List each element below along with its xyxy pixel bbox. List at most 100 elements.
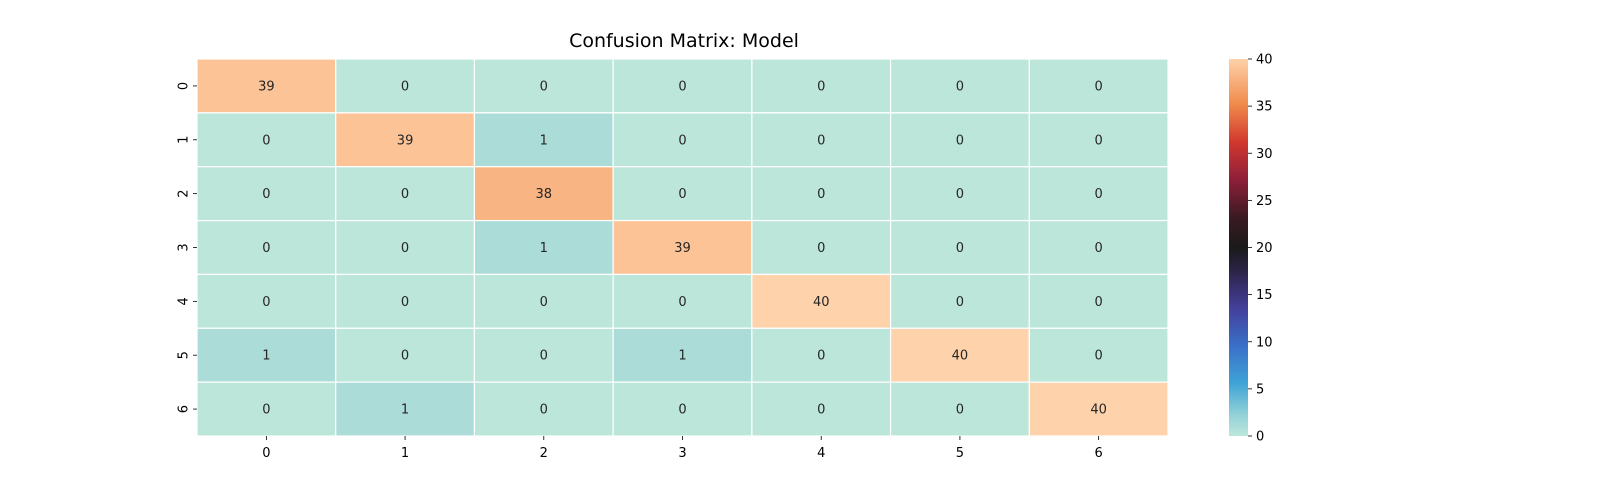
- cell-1-4: [751, 112, 892, 168]
- cell-label-0-2: 0: [540, 79, 548, 94]
- cell-label-3-3: 39: [674, 241, 691, 256]
- cell-label-2-6: 0: [1095, 187, 1103, 202]
- cell-4-5: [889, 273, 1030, 329]
- heatmap-cells: 39 0 0 0 0 0 0 0 39 1 0 0 0 0 0 0 38 0 0 0 0 0 0 1 39 0 0 0 0 0 0 0 40 0 0…: [196, 58, 1169, 437]
- cell-label-2-5: 0: [956, 187, 964, 202]
- cell-label-0-0: 39: [258, 79, 275, 94]
- colorbar-tick-label-40: 40: [1256, 53, 1273, 68]
- cell-1-3: [612, 112, 753, 168]
- cell-label-1-2: 1: [540, 133, 548, 148]
- cell-label-0-3: 0: [678, 79, 686, 94]
- cell-label-6-3: 0: [678, 403, 686, 418]
- cell-3-0: [196, 219, 337, 276]
- cell-label-4-0: 0: [262, 295, 270, 310]
- cell-label-2-2: 38: [536, 187, 553, 202]
- cell-6-1: [335, 381, 476, 437]
- cell-label-0-6: 0: [1095, 79, 1103, 94]
- cell-label-4-3: 0: [678, 295, 686, 310]
- colorbar: 0 5 10 15 20 25 30 35 40: [1229, 53, 1273, 445]
- cell-6-6: [1028, 381, 1169, 437]
- cell-3-6: [1028, 219, 1169, 276]
- colorbar-tick-label-0: 0: [1256, 430, 1264, 445]
- cell-label-3-4: 0: [817, 241, 825, 256]
- y-tick-label-5: 5: [177, 351, 192, 359]
- cell-label-1-1: 39: [397, 133, 414, 148]
- cell-label-6-0: 0: [262, 403, 270, 418]
- cell-label-5-0: 1: [262, 349, 270, 364]
- x-tick-label-3: 3: [678, 446, 686, 461]
- cell-label-6-4: 0: [817, 403, 825, 418]
- cell-4-2: [473, 273, 614, 329]
- colorbar-gradient: [1229, 59, 1248, 436]
- cell-1-1: [335, 112, 476, 168]
- cell-label-6-2: 0: [540, 403, 548, 418]
- x-tick-labels: 0 1 2 3 4 5 6: [262, 436, 1103, 461]
- x-tick-label-1: 1: [401, 446, 409, 461]
- cell-label-2-0: 0: [262, 187, 270, 202]
- cell-label-1-6: 0: [1095, 133, 1103, 148]
- cell-label-5-1: 0: [401, 349, 409, 364]
- cell-6-3: [612, 381, 753, 437]
- colorbar-tick-label-25: 25: [1256, 194, 1273, 209]
- cell-5-2: [473, 327, 614, 383]
- cell-2-4: [751, 166, 892, 222]
- cell-label-2-4: 0: [817, 187, 825, 202]
- cell-1-6: [1028, 112, 1169, 168]
- cell-2-3: [612, 166, 753, 222]
- cell-0-5: [889, 58, 1030, 114]
- cell-2-6: [1028, 166, 1169, 222]
- x-tick-label-2: 2: [540, 446, 548, 461]
- cell-label-4-1: 0: [401, 295, 409, 310]
- cell-5-1: [335, 327, 476, 383]
- cell-label-5-6: 0: [1095, 349, 1103, 364]
- cell-1-0: [196, 112, 337, 168]
- cell-5-3: [612, 327, 753, 383]
- colorbar-tick-label-20: 20: [1256, 241, 1273, 256]
- cell-6-5: [889, 381, 1030, 437]
- cell-label-6-5: 0: [956, 403, 964, 418]
- cell-label-1-0: 0: [262, 133, 270, 148]
- cell-label-3-0: 0: [262, 241, 270, 256]
- colorbar-tick-label-35: 35: [1256, 100, 1273, 115]
- cell-label-0-4: 0: [817, 79, 825, 94]
- y-tick-label-4: 4: [177, 297, 192, 305]
- y-tick-labels: 0 1 2 3 4 5 6: [177, 82, 197, 413]
- y-tick-label-1: 1: [177, 136, 192, 144]
- cell-label-1-5: 0: [956, 133, 964, 148]
- cell-label-4-6: 0: [1095, 295, 1103, 310]
- cell-4-3: [612, 273, 753, 329]
- y-tick-label-0: 0: [177, 82, 192, 90]
- x-tick-label-6: 6: [1095, 446, 1103, 461]
- colorbar-tick-label-5: 5: [1256, 382, 1264, 397]
- x-tick-label-4: 4: [817, 446, 825, 461]
- x-tick-label-5: 5: [956, 446, 964, 461]
- cell-label-6-6: 40: [1090, 403, 1107, 418]
- cell-5-6: [1028, 327, 1169, 383]
- x-tick-label-0: 0: [262, 446, 270, 461]
- colorbar-tick-label-15: 15: [1256, 288, 1273, 303]
- cell-label-2-3: 0: [678, 187, 686, 202]
- cell-label-1-3: 0: [678, 133, 686, 148]
- cell-label-3-1: 0: [401, 241, 409, 256]
- cell-label-1-4: 0: [817, 133, 825, 148]
- cell-1-5: [889, 112, 1030, 168]
- cell-label-6-1: 1: [401, 403, 409, 418]
- cell-label-4-2: 0: [540, 295, 548, 310]
- cell-label-3-6: 0: [1095, 241, 1103, 256]
- cell-6-0: [196, 381, 337, 437]
- y-tick-label-3: 3: [177, 243, 192, 251]
- cell-label-3-5: 0: [956, 241, 964, 256]
- cell-4-4: [751, 273, 892, 329]
- cell-label-5-5: 40: [952, 349, 969, 364]
- cell-0-4: [751, 58, 892, 114]
- cell-label-5-4: 0: [817, 349, 825, 364]
- cell-4-6: [1028, 273, 1169, 329]
- colorbar-tick-label-30: 30: [1256, 147, 1273, 162]
- y-tick-label-6: 6: [177, 405, 192, 413]
- cell-2-0: [196, 166, 337, 222]
- cell-label-0-1: 0: [401, 79, 409, 94]
- cell-3-3: [612, 219, 753, 276]
- cell-3-2: [473, 219, 614, 276]
- cell-5-5: [889, 327, 1030, 383]
